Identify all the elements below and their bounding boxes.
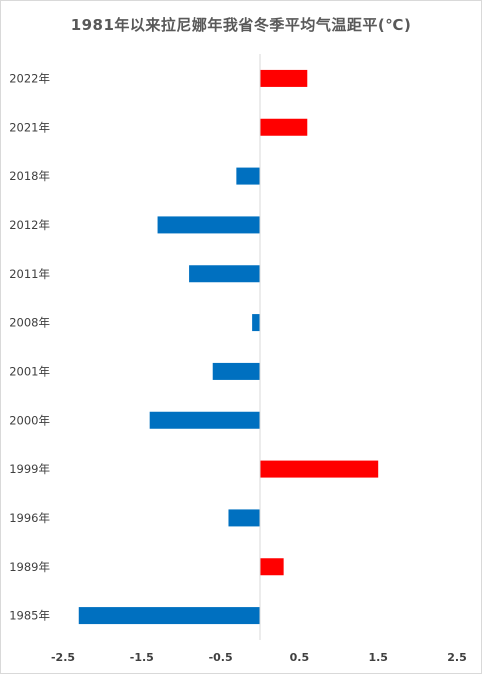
chart-title: 1981年以来拉尼娜年我省冬季平均气温距平(℃) (70, 16, 412, 34)
bar-1985年 (78, 607, 260, 625)
y-tick-label: 1996年 (9, 511, 50, 525)
y-tick-label: 1999年 (9, 462, 50, 476)
y-tick-label: 2000年 (9, 413, 50, 427)
bar-2011年 (189, 265, 260, 283)
y-tick-label: 1985年 (9, 609, 50, 623)
bar-2021年 (260, 118, 308, 136)
y-tick-label: 2018年 (9, 169, 50, 183)
y-tick-label: 2021年 (9, 120, 50, 134)
y-tick-label: 2012年 (9, 218, 50, 232)
bar-1999年 (260, 460, 379, 478)
y-tick-label: 2011年 (9, 267, 50, 281)
x-tick-label: -1.5 (130, 651, 154, 664)
x-tick-label: -0.5 (209, 651, 233, 664)
x-tick-label: 0.5 (290, 651, 310, 664)
bar-2018年 (236, 167, 260, 185)
y-tick-label: 2008年 (9, 316, 50, 330)
y-tick-label: 2022年 (9, 71, 50, 85)
bar-1996年 (228, 509, 260, 527)
bar-2000年 (149, 411, 260, 429)
x-tick-label: 1.5 (368, 651, 388, 664)
bar-2012年 (157, 216, 260, 234)
bar-2008年 (252, 314, 260, 332)
bar-1989年 (260, 558, 284, 576)
bar-2001年 (212, 362, 260, 380)
y-tick-label: 1989年 (9, 560, 50, 574)
y-tick-label: 2001年 (9, 364, 50, 378)
x-tick-label: 2.5 (447, 651, 467, 664)
bar-2022年 (260, 69, 308, 87)
x-tick-label: -2.5 (51, 651, 75, 664)
